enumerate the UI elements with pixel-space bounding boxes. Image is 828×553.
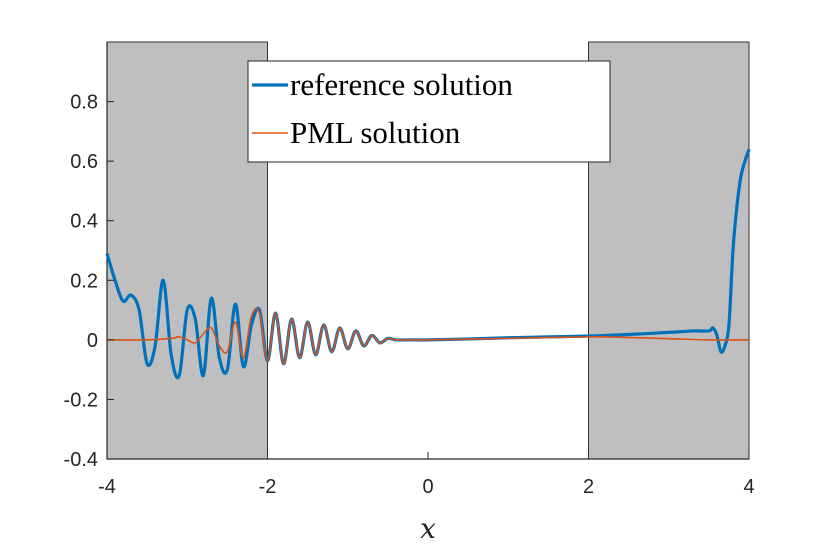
tick-labels: -4 -2 0 2 4 -0.4 -0.2 0 0.2 0.4 0.6 0.8: [64, 92, 755, 498]
legend-box: [247, 60, 611, 163]
x-tick-label: -2: [259, 476, 277, 498]
x-tick-label: -4: [98, 476, 116, 498]
legend-label: reference solution: [290, 67, 513, 102]
y-tick-label: 0: [87, 330, 98, 352]
y-tick-label: 0.4: [70, 211, 98, 233]
shaded-region-2: [588, 41, 750, 460]
shaded-regions: [106, 41, 750, 460]
series-lines: [105, 148, 751, 380]
y-tick-label: -0.2: [64, 389, 98, 411]
shaded-region-1: [106, 41, 268, 460]
x-tick-label: 2: [583, 476, 594, 498]
x-tick-label: 0: [422, 476, 433, 498]
pml-solution-line: [106, 307, 750, 365]
y-tick-label: -0.4: [64, 449, 98, 471]
x-axis-label: x: [420, 512, 436, 545]
y-tick-label: 0.2: [70, 270, 98, 292]
legend: reference solution PML solution: [247, 60, 611, 163]
y-tick-label: 0.6: [70, 151, 98, 173]
y-tick-label: 0.8: [70, 92, 98, 114]
legend-label: PML solution: [290, 115, 461, 150]
x-tick-label: 4: [743, 476, 754, 498]
